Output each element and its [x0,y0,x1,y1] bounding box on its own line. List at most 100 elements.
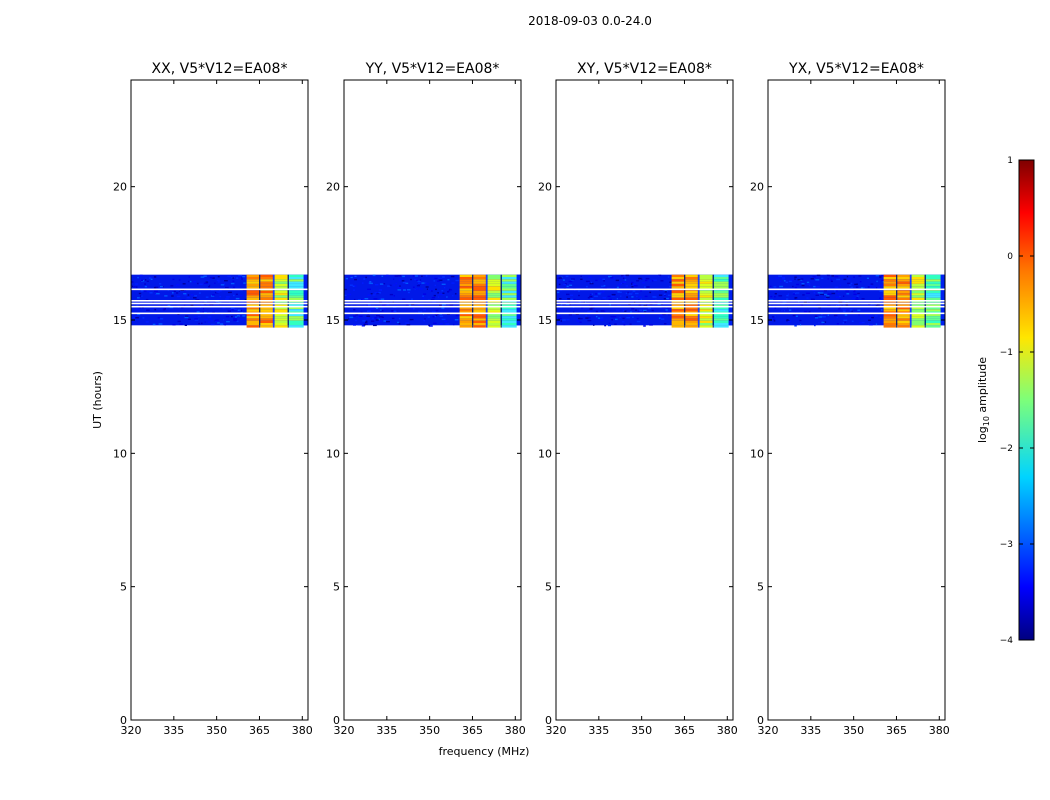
noise-cell [369,282,373,285]
rfi-cell [897,283,910,287]
noise-cell [664,291,667,293]
noise-cell [822,316,826,318]
noise-cell [607,295,611,298]
noise-cell [153,286,157,289]
noise-cell [205,296,209,298]
noise-cell [779,280,782,282]
noise-cell [559,298,562,300]
noise-cell [666,297,669,300]
noise-cell [809,284,811,287]
noise-cell [558,317,562,320]
rfi-cell [272,290,275,294]
rfi-cell [246,320,260,323]
noise-cell [424,318,426,320]
noise-cell [871,286,876,288]
rfi-cell [287,313,289,317]
rfi-cell [459,277,473,280]
noise-cell [194,319,199,321]
rfi-cell [925,286,941,289]
noise-cell [803,311,808,313]
rfi-cell [272,279,275,282]
x-tick-label: 320 [121,724,142,737]
noise-cell [137,276,139,279]
noise-cell [412,286,415,288]
noise-cell [209,284,211,287]
noise-cell [581,307,584,309]
rfi-cell [259,290,261,294]
noise-cell [402,281,407,284]
rfi-cell [473,313,486,317]
noise-cell [667,276,670,278]
rfi-cell [287,295,289,298]
rfi-cell [697,320,700,323]
rfi-cell [685,277,698,280]
noise-cell [204,318,208,321]
noise-cell [207,279,209,282]
noise-cell [366,304,369,306]
rfi-cell [713,274,729,277]
rfi-cell [287,286,289,289]
noise-cell [621,321,625,323]
rfi-cell [501,288,517,291]
rfi-cell [712,277,714,280]
noise-cell [421,282,425,284]
rfi-cell [684,306,686,310]
rfi-cell [246,274,260,277]
noise-cell [386,274,389,277]
rfi-cell [287,320,289,323]
noise-cell [222,307,226,309]
noise-cell [822,286,824,288]
noise-cell [617,284,621,287]
noise-cell [877,287,881,289]
noise-cell [638,303,641,305]
noise-cell [444,320,448,323]
noise-cell [834,275,839,278]
noise-cell [842,309,847,311]
rfi-cell [896,304,898,307]
panel-background [556,80,733,720]
rfi-cell [925,316,941,319]
noise-cell [233,294,235,297]
noise-cell [372,274,376,277]
noise-cell [587,311,591,313]
rfi-cell [697,295,700,298]
noise-cell [410,278,412,281]
spectrogram-strip [768,274,945,328]
noise-cell [786,319,789,321]
noise-cell [432,301,437,303]
noise-cell [792,293,795,295]
noise-cell [199,283,203,285]
rfi-cell [712,281,714,284]
noise-cell [653,308,656,311]
noise-cell [572,311,575,313]
rfi-cell [272,281,275,284]
flag-gap-line [344,302,521,305]
rfi-cell [287,309,289,312]
rfi-cell [485,320,488,323]
noise-cell [626,316,631,319]
noise-cell [183,304,186,307]
noise-cell [190,294,194,296]
rfi-cell [501,286,517,289]
rfi-cell [487,316,501,319]
noise-cell [367,294,372,296]
rfi-cell [883,306,897,310]
noise-cell [142,317,145,319]
noise-cell [379,283,384,285]
rfi-cell [500,288,502,291]
noise-cell [599,278,602,280]
rfi-cell [883,320,897,323]
noise-cell [565,275,569,278]
noise-cell [787,320,791,323]
noise-cell [875,274,879,277]
noise-cell [435,309,439,312]
rfi-cell [712,313,714,317]
rfi-cell [684,316,686,319]
noise-cell [441,304,445,307]
rfi-cell [924,283,926,287]
rfi-cell [911,320,925,323]
rfi-cell [272,309,275,312]
noise-cell [131,311,134,314]
noise-cell [447,291,450,293]
